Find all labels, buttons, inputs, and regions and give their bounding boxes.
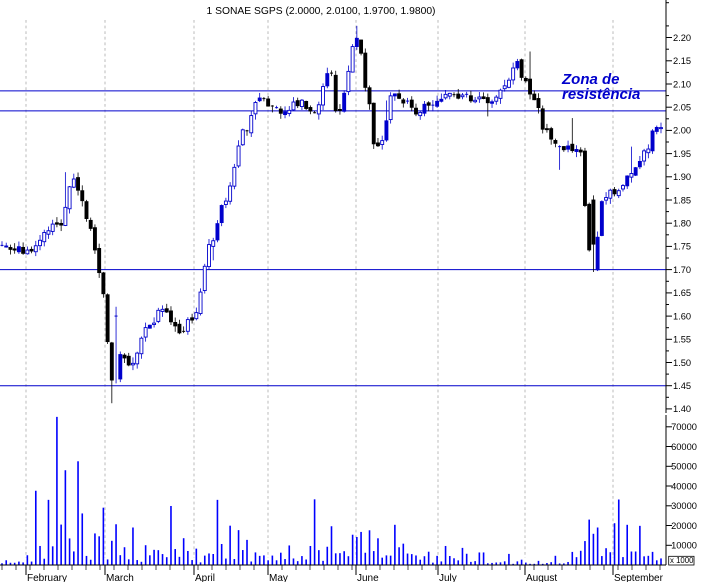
svg-text:1.65: 1.65 [673,288,691,298]
svg-text:1.80: 1.80 [673,219,691,229]
svg-text:June: June [357,573,379,582]
svg-text:50000: 50000 [671,462,697,472]
svg-text:1.55: 1.55 [673,335,691,345]
svg-text:1.45: 1.45 [673,381,691,391]
svg-text:August: August [526,573,557,582]
svg-text:2.15: 2.15 [673,56,691,66]
svg-text:1.40: 1.40 [673,404,691,414]
svg-text:x 1000: x 1000 [670,556,694,565]
svg-text:40000: 40000 [671,481,697,491]
svg-text:1.50: 1.50 [673,358,691,368]
svg-text:March: March [106,573,134,582]
svg-text:1.60: 1.60 [673,311,691,321]
svg-text:2.00: 2.00 [673,126,691,136]
svg-text:1.70: 1.70 [673,265,691,275]
svg-text:April: April [195,573,215,582]
svg-text:resistência: resistência [562,86,640,103]
svg-text:September: September [614,573,664,582]
svg-text:1.85: 1.85 [673,195,691,205]
svg-text:1.95: 1.95 [673,149,691,159]
svg-text:1.75: 1.75 [673,242,691,252]
svg-text:May: May [269,573,288,582]
svg-text:February: February [27,573,67,582]
svg-text:60000: 60000 [671,442,697,452]
svg-text:2.10: 2.10 [673,79,691,89]
svg-text:20000: 20000 [671,521,697,531]
svg-text:July: July [439,573,457,582]
svg-text:1 SONAE SGPS (2.0000, 2.0100,: 1 SONAE SGPS (2.0000, 2.0100, 1.9700, 1.… [207,6,436,17]
svg-text:2.05: 2.05 [673,103,691,113]
svg-text:70000: 70000 [671,422,697,432]
svg-text:10000: 10000 [671,541,697,551]
svg-text:1.90: 1.90 [673,172,691,182]
svg-text:2.20: 2.20 [673,33,691,43]
svg-text:30000: 30000 [671,501,697,511]
